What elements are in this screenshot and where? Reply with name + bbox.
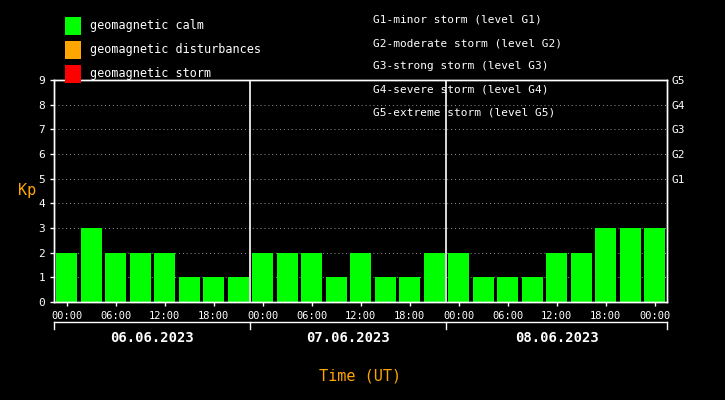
Text: geomagnetic calm: geomagnetic calm [90, 20, 204, 32]
Bar [473, 277, 494, 302]
Bar [350, 253, 371, 302]
Text: G2-moderate storm (level G2): G2-moderate storm (level G2) [373, 38, 563, 48]
Bar [302, 253, 322, 302]
Bar [595, 228, 616, 302]
Bar [399, 277, 420, 302]
Text: G4-severe storm (level G4): G4-severe storm (level G4) [373, 85, 549, 95]
Bar [326, 277, 347, 302]
Y-axis label: Kp: Kp [18, 184, 36, 198]
Bar [424, 253, 444, 302]
Bar [80, 228, 102, 302]
Bar [645, 228, 665, 302]
Text: G1-minor storm (level G1): G1-minor storm (level G1) [373, 15, 542, 25]
Text: 07.06.2023: 07.06.2023 [307, 331, 390, 345]
Bar [105, 253, 126, 302]
Bar [228, 277, 249, 302]
Bar [522, 277, 542, 302]
Bar [130, 253, 151, 302]
Text: geomagnetic storm: geomagnetic storm [90, 68, 211, 80]
Bar [203, 277, 224, 302]
Text: G5-extreme storm (level G5): G5-extreme storm (level G5) [373, 108, 555, 118]
Bar [154, 253, 175, 302]
Bar [571, 253, 592, 302]
Bar [179, 277, 199, 302]
Text: G3-strong storm (level G3): G3-strong storm (level G3) [373, 62, 549, 72]
Bar [277, 253, 297, 302]
Bar [375, 277, 396, 302]
Bar [547, 253, 567, 302]
Text: geomagnetic disturbances: geomagnetic disturbances [90, 44, 261, 56]
Bar [448, 253, 469, 302]
Text: 08.06.2023: 08.06.2023 [515, 331, 599, 345]
Bar [620, 228, 641, 302]
Bar [57, 253, 77, 302]
Text: Time (UT): Time (UT) [319, 368, 402, 384]
Text: 06.06.2023: 06.06.2023 [110, 331, 194, 345]
Bar [252, 253, 273, 302]
Bar [497, 277, 518, 302]
